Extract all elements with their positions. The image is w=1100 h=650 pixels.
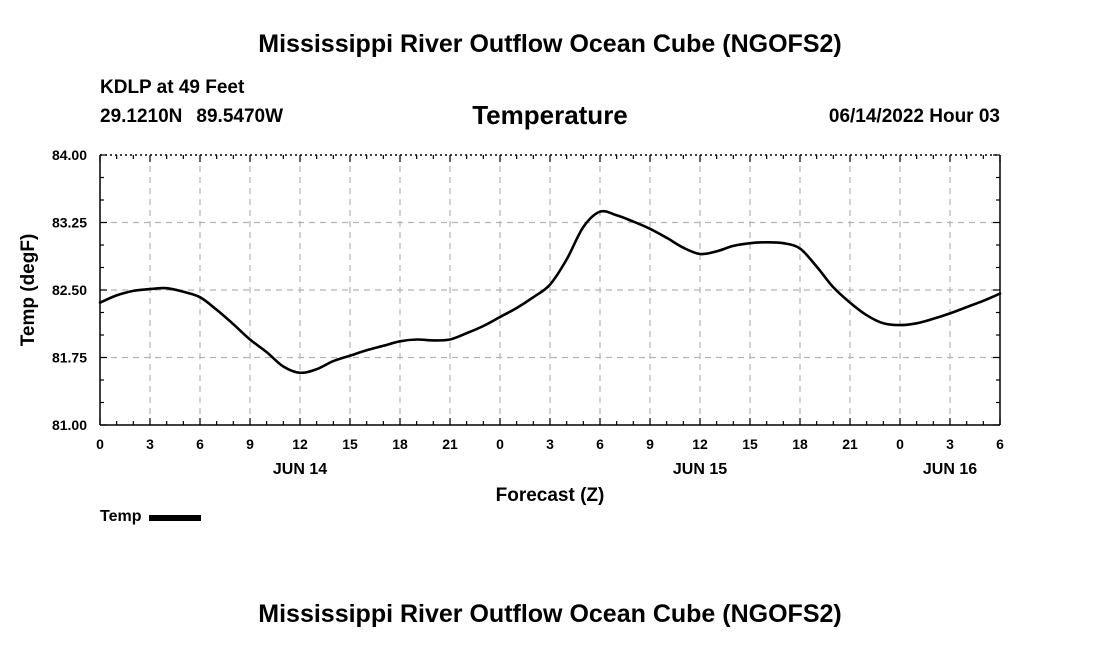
footer-title: Mississippi River Outflow Ocean Cube (NG… [258, 600, 842, 628]
x-tick-label: 15 [342, 436, 358, 452]
x-tick-label: 0 [496, 436, 504, 452]
x-tick-label: 9 [246, 436, 254, 452]
x-date-label: JUN 15 [673, 461, 727, 478]
y-tick-label: 81.00 [52, 417, 87, 433]
chart-subtitle: Temperature [472, 100, 628, 130]
legend-swatch-temp [149, 515, 202, 521]
x-date-label: JUN 14 [273, 461, 327, 478]
x-tick-label: 21 [442, 436, 458, 452]
x-tick-label: 9 [646, 436, 654, 452]
x-tick-label: 18 [392, 436, 408, 452]
series-layer [98, 209, 1002, 375]
x-tick-label: 3 [546, 436, 554, 452]
station-coordinates: 29.1210N 89.5470W [100, 106, 297, 128]
x-tick-label: 6 [596, 436, 604, 452]
x-date-label: JUN 16 [923, 461, 977, 478]
x-tick-label: 0 [96, 436, 104, 452]
chart-axes [99, 154, 1001, 426]
station-label: KDLP at 49 Feet [100, 77, 245, 98]
x-tick-label: 0 [896, 436, 904, 452]
chart-legend: Temp [100, 508, 202, 526]
x-tick-label: 12 [692, 436, 708, 452]
x-tick-label: 12 [292, 436, 308, 452]
x-tick-label: 6 [196, 436, 204, 452]
x-tick-label: 21 [842, 436, 858, 452]
y-tick-label: 82.50 [52, 282, 87, 298]
axis-labels: 0 3 6 9 12 15 18 21 0 3 6 9 12 15 18 21 0 3 6 JUN 14 JUN 15 J… [18, 147, 1004, 506]
y-tick-label: 83.25 [52, 215, 87, 231]
grid-lines [100, 155, 1000, 425]
legend-label-temp: Temp [100, 508, 142, 525]
y-axis-title: Temp (degF) [18, 234, 39, 347]
longitude-label: 89.5470W [196, 106, 284, 127]
y-tick-label: 84.00 [52, 147, 87, 163]
x-tick-label: 3 [146, 436, 154, 452]
x-tick-label: 15 [742, 436, 758, 452]
x-tick-label: 3 [946, 436, 954, 452]
x-tick-label: 18 [792, 436, 808, 452]
forecast-datetime: 06/14/2022 Hour 03 [828, 106, 1000, 127]
x-axis-title: Forecast (Z) [496, 485, 605, 506]
x-tick-label: 6 [996, 436, 1004, 452]
chart-main-title: Mississippi River Outflow Ocean Cube (NG… [258, 30, 842, 58]
latitude-label: 29.1210N [100, 106, 183, 127]
y-tick-label: 81.75 [52, 350, 87, 366]
